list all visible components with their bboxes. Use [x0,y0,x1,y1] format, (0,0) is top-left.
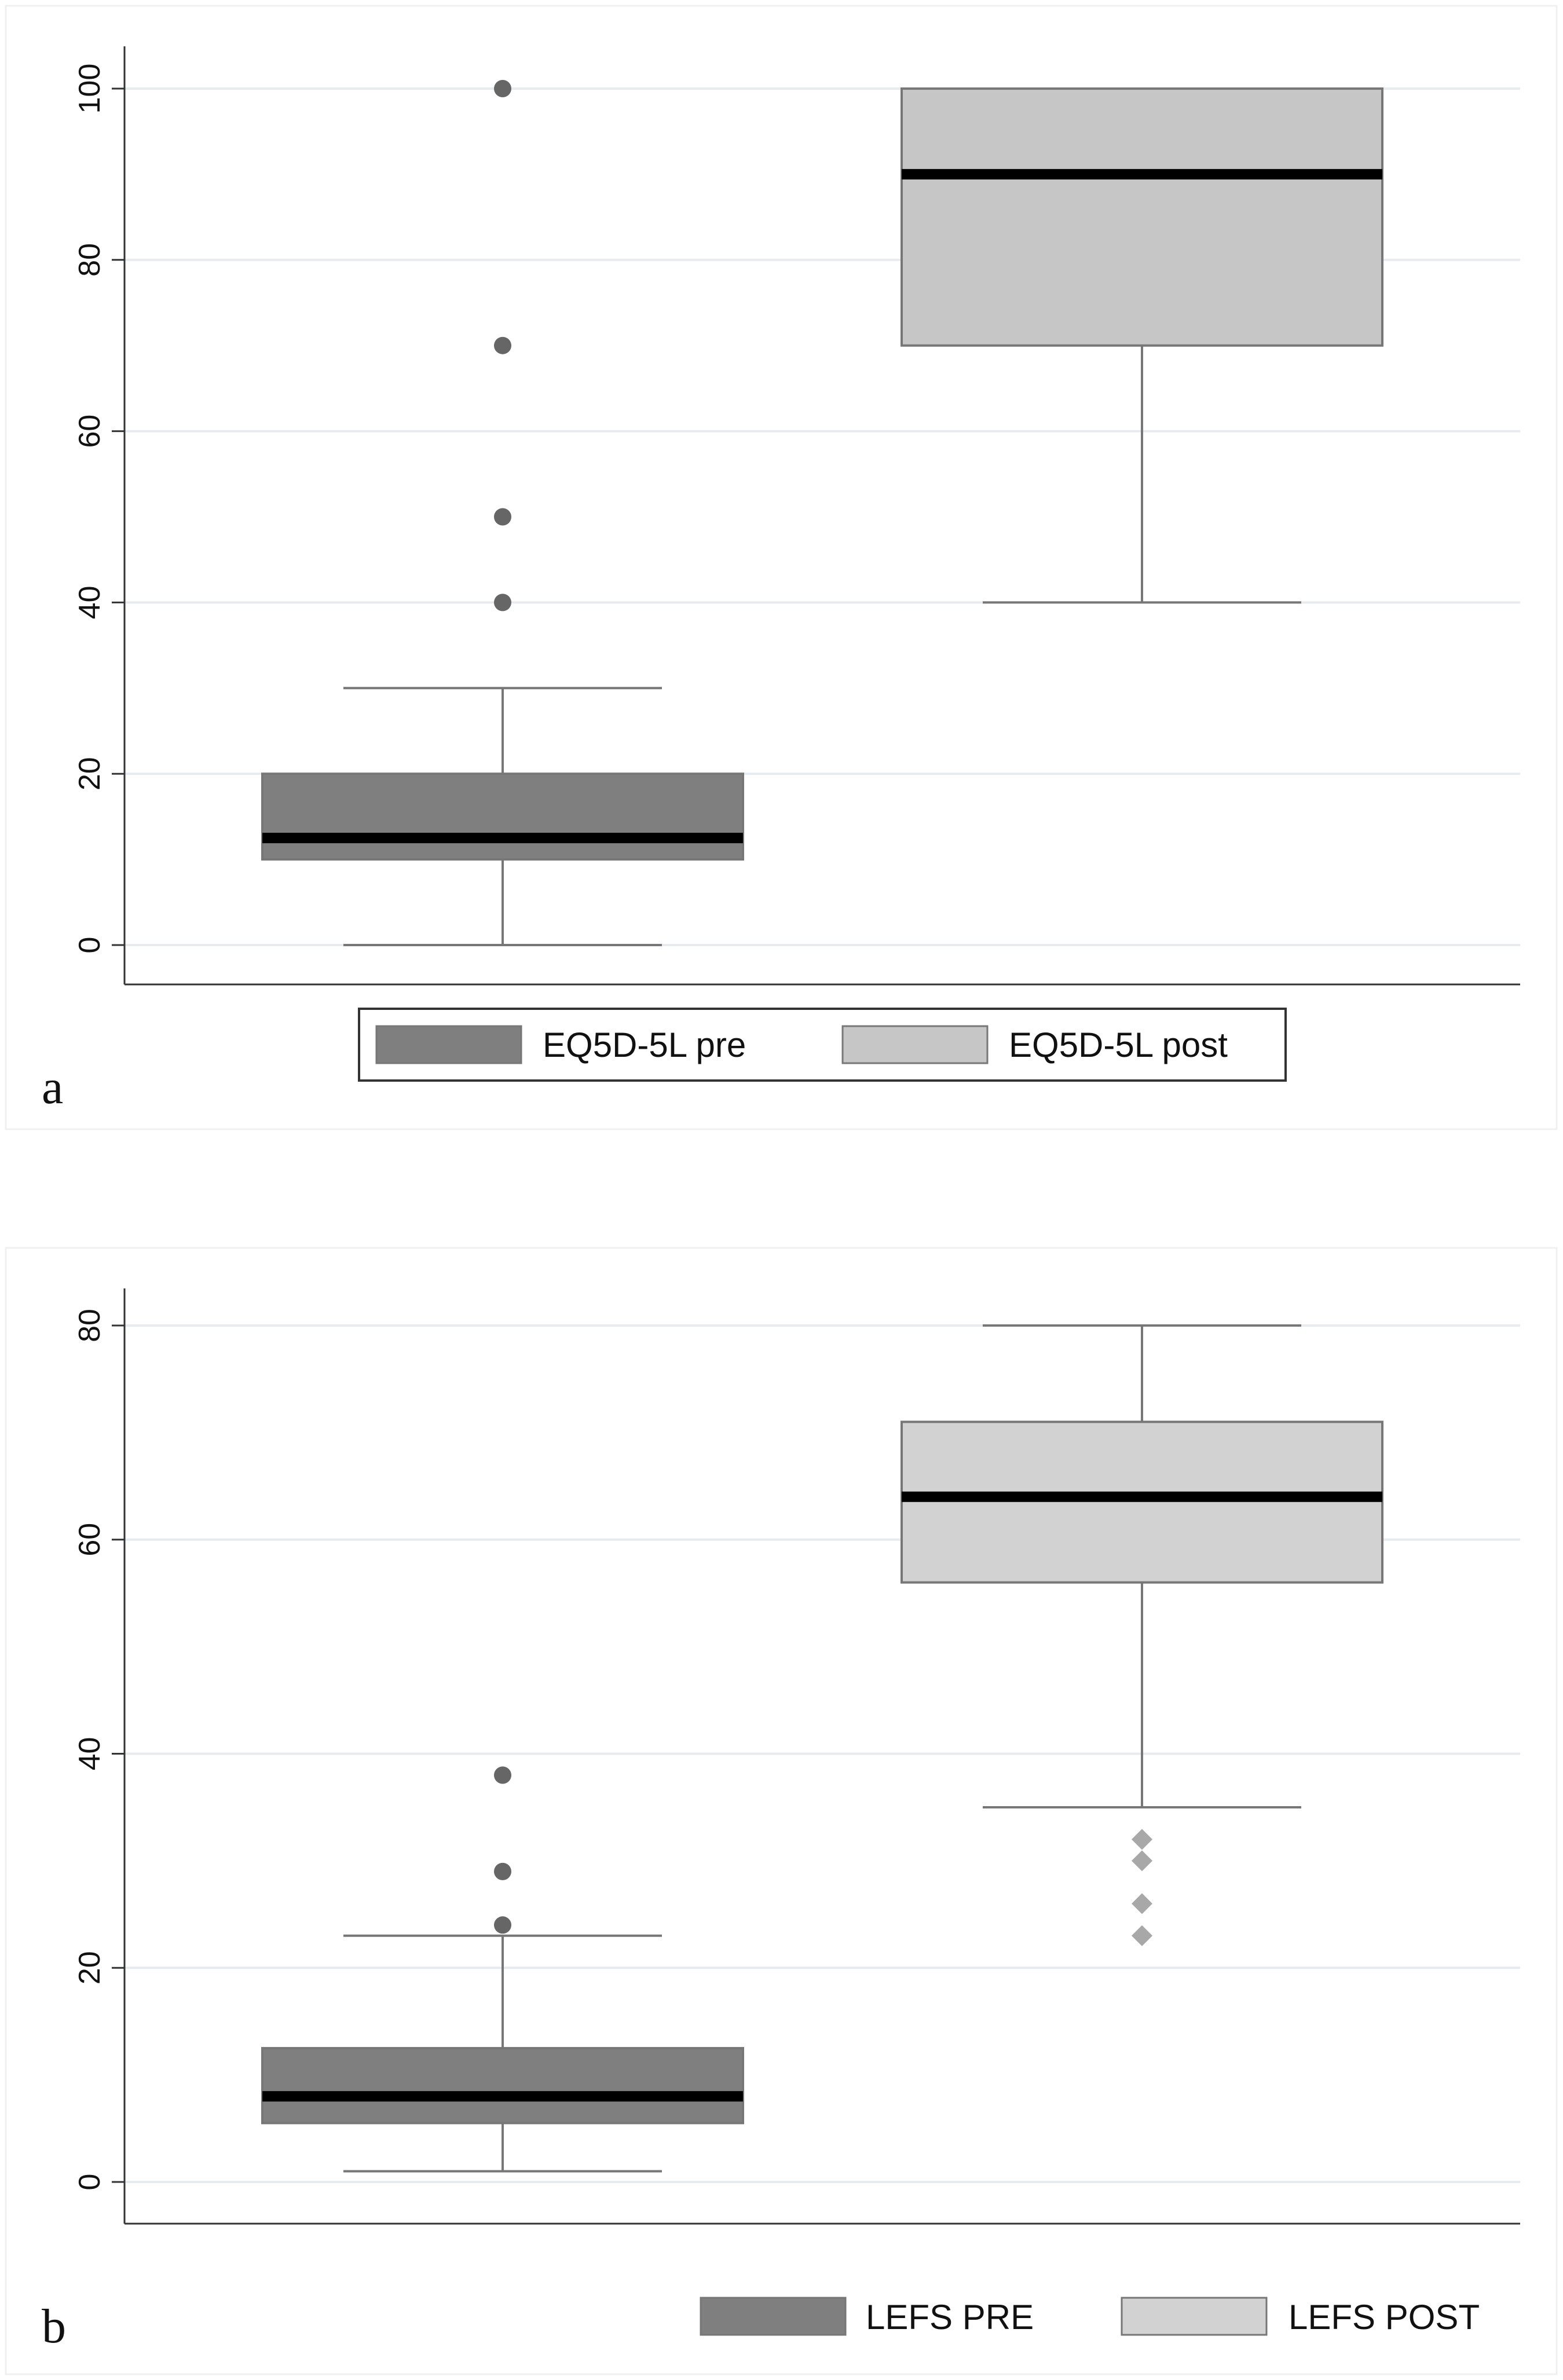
y-tick-label: 100 [73,64,107,114]
panel-label: a [42,1060,63,1114]
y-tick-label: 80 [73,1309,107,1342]
legend-label: LEFS PRE [866,2298,1034,2337]
outlier-point [1132,1829,1152,1850]
outlier-point [494,1862,511,1880]
y-tick-label: 20 [73,757,107,790]
legend-swatch [700,2297,847,2336]
outlier-point [1132,1925,1152,1946]
outlier-point [494,508,511,526]
y-tick-label: 80 [73,243,107,277]
legend-label: LEFS POST [1289,2298,1480,2337]
outlier-point [494,336,511,354]
outlier-point [494,1766,511,1784]
panel-label: b [42,2300,66,2353]
legend-swatch [375,1025,522,1064]
panel-b-frame [5,1247,1558,2375]
legend-swatch [841,1025,989,1064]
outlier-point [494,594,511,612]
outlier-point [494,1916,511,1934]
y-tick-label: 60 [73,415,107,448]
legend-label: EQ5D-5L pre [543,1026,746,1064]
chart-panel-b: 0 20 40 60 80 LEFS PRE LEFS POST b [42,1288,1520,2353]
outlier-point [1132,1850,1152,1872]
outlier-point [1132,1893,1152,1914]
y-tick-label: 40 [73,585,107,619]
outlier-point [494,80,511,97]
y-tick-label: 0 [73,2174,107,2191]
chart-panel-a: 0 20 40 60 80 100 EQ5D-5L pre EQ5D-5L post a [42,46,1520,1114]
box [261,772,744,861]
y-tick-label: 20 [73,1951,107,1984]
legend-swatch [1121,2297,1268,2336]
y-tick-label: 40 [73,1737,107,1771]
box [261,2046,744,2125]
box [901,87,1383,347]
y-tick-label: 0 [73,937,107,954]
legend-label: EQ5D-5L post [1009,1026,1228,1064]
box [901,1420,1383,1584]
y-tick-label: 60 [73,1523,107,1557]
